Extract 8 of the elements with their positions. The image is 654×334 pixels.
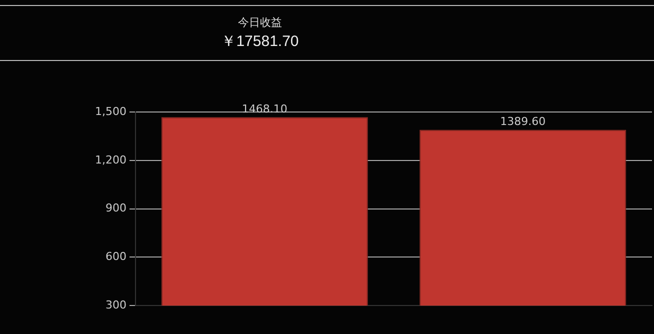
chart-title: 今日收益 xyxy=(237,15,283,30)
y-tick-label: 1,200 xyxy=(94,153,126,166)
y-tick-label: 300 xyxy=(105,298,126,312)
data-label: 1389.60 xyxy=(500,115,546,128)
chart-subtitle: ￥17581.70 xyxy=(220,32,300,51)
y-tick-label: 900 xyxy=(105,202,126,215)
y-tick-label: 600 xyxy=(105,250,126,264)
y-tick-label: 1,500 xyxy=(94,104,126,118)
